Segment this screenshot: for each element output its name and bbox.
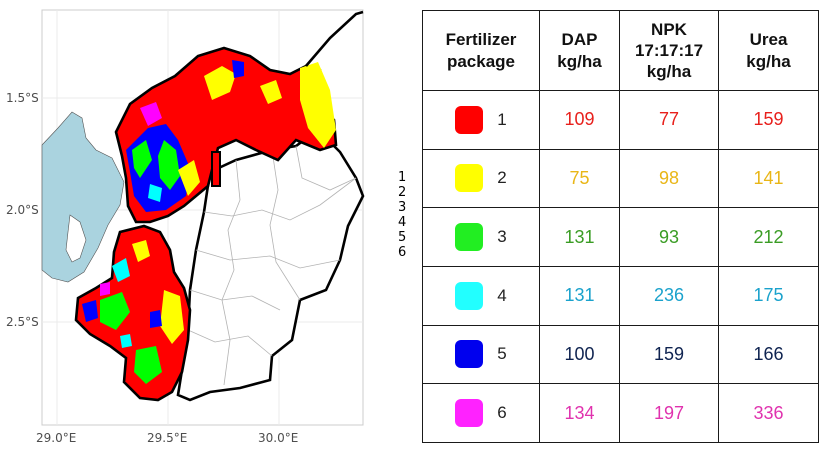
table-row: 5 100 159 166	[422, 324, 819, 385]
package-cell: 4	[422, 265, 540, 326]
x-label-3: 30.0°E	[258, 431, 298, 445]
table-row: 6 134 197 336	[422, 383, 819, 443]
dap-cell: 131	[539, 265, 620, 326]
x-label-1: 29.0°E	[36, 431, 76, 445]
national-border	[305, 10, 364, 67]
npk-cell: 159	[619, 324, 719, 385]
x-label-2: 29.5°E	[147, 431, 187, 445]
legend-label-5: 5	[398, 230, 407, 245]
package-cell: 3	[422, 207, 540, 267]
package-number: 6	[497, 403, 507, 423]
table-row: 4 131 236 175	[422, 265, 819, 326]
mosaic-patches	[82, 60, 336, 384]
header-npk-line1: NPK	[651, 19, 687, 39]
package-number: 2	[497, 168, 507, 188]
legend-label-1: 1	[398, 170, 407, 185]
package-swatch	[455, 281, 484, 310]
package-swatch	[455, 164, 484, 193]
package-number: 3	[497, 227, 507, 247]
dap-cell: 100	[539, 324, 620, 385]
map-panel: 1.5°S 2.0°S 2.5°S 29.0°E 29.5°E 30.0°E	[0, 0, 380, 453]
package-swatch	[455, 105, 484, 134]
fertilizer-table-panel: Fertilizer package DAP kg/ha NPK 17:17:1…	[422, 10, 819, 443]
header-dap-line2: kg/ha	[557, 51, 602, 71]
legend-label-3: 3	[398, 200, 407, 215]
legend-label-6: 6	[398, 245, 407, 260]
package-cell: 2	[422, 148, 540, 209]
urea-cell: 141	[718, 148, 819, 209]
y-label-3: 2.5°S	[6, 315, 39, 329]
header-npk-line2: 17:17:17	[634, 40, 704, 60]
package-number: 5	[497, 344, 507, 364]
header-npk-line3: kg/ha	[646, 62, 692, 82]
lake-island	[65, 214, 87, 263]
table-body: 1 109 77 159 2 75 98 141 3 131 93 212 4 …	[422, 90, 819, 443]
dap-cell: 109	[539, 90, 620, 150]
header-package-line1: Fertilizer	[445, 30, 517, 50]
npk-cell: 98	[619, 148, 719, 209]
package-swatch	[455, 340, 484, 369]
legend-label-4: 4	[398, 215, 407, 230]
y-label-1: 1.5°S	[6, 91, 39, 105]
table-header-row: Fertilizer package DAP kg/ha NPK 17:17:1…	[422, 10, 819, 91]
package-number: 1	[497, 109, 507, 129]
table-row: 2 75 98 141	[422, 148, 819, 209]
table-row: 3 131 93 212	[422, 207, 819, 267]
urea-cell: 166	[718, 324, 819, 385]
npk-cell: 236	[619, 265, 719, 326]
fertilizer-table: Fertilizer package DAP kg/ha NPK 17:17:1…	[422, 10, 819, 443]
package-swatch	[455, 399, 484, 428]
dap-cell: 134	[539, 383, 620, 443]
package-cell: 1	[422, 90, 540, 150]
header-urea: Urea kg/ha	[718, 10, 819, 91]
legend-label-2: 2	[398, 185, 407, 200]
isolated-strip	[211, 151, 221, 187]
urea-cell: 336	[718, 383, 819, 443]
package-cell: 6	[422, 383, 540, 443]
header-npk: NPK 17:17:17 kg/ha	[619, 10, 719, 91]
dap-cell: 131	[539, 207, 620, 267]
lake-kivu	[41, 111, 125, 283]
package-swatch	[455, 223, 484, 252]
header-package: Fertilizer package	[422, 10, 540, 91]
urea-cell: 175	[718, 265, 819, 326]
header-urea-line2: kg/ha	[746, 51, 791, 71]
package-cell: 5	[422, 324, 540, 385]
dap-cell: 75	[539, 148, 620, 209]
header-dap: DAP kg/ha	[539, 10, 620, 91]
urea-cell: 212	[718, 207, 819, 267]
npk-cell: 197	[619, 383, 719, 443]
district-borders	[187, 145, 357, 386]
table-row: 1 109 77 159	[422, 90, 819, 150]
urea-cell: 159	[718, 90, 819, 150]
header-urea-line1: Urea	[749, 30, 788, 50]
map-svg: 1.5°S 2.0°S 2.5°S 29.0°E 29.5°E 30.0°E	[6, 9, 365, 445]
npk-cell: 93	[619, 207, 719, 267]
y-label-2: 2.0°S	[6, 203, 39, 217]
header-package-line2: package	[446, 51, 516, 71]
package-number: 4	[497, 285, 507, 305]
header-dap-line1: DAP	[561, 30, 598, 50]
npk-cell: 77	[619, 90, 719, 150]
